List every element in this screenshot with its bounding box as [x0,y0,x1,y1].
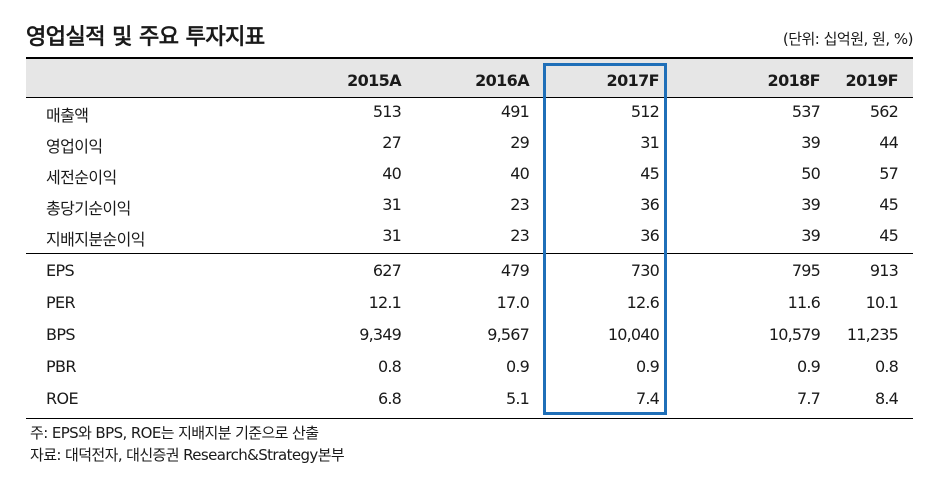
source-note: 자료: 대덕전자, 대신증권 Research&Strategy본부 [30,446,345,464]
table-cell: 913 [869,261,899,280]
table-cell: 45 [879,195,899,214]
table-row: 매출액 513 491 512 537 562 [26,98,913,129]
unit-label: (단위: 십억원, 원, %) [782,30,914,48]
table-cell: 36 [640,226,660,245]
table-cell: 513 [372,102,402,121]
table-cell: 39 [801,133,821,152]
table-cell: 50 [801,164,821,183]
table-row: 영업이익 27 29 31 39 44 [26,129,913,160]
table-cell: 795 [791,261,821,280]
table-cell: 39 [801,226,821,245]
table-header-rule [26,97,913,98]
table-row: EPS 627 479 730 795 913 [26,257,913,288]
table-cell: 5.1 [505,389,530,408]
table-cell: 9,567 [487,325,530,344]
table-cell: 0.8 [874,357,899,376]
table-section-rule [26,253,913,254]
table-cell: 12.1 [368,293,402,312]
table-row: BPS 9,349 9,567 10,040 10,579 11,235 [26,321,913,352]
table-cell: 0.9 [505,357,530,376]
table-cell: 10,040 [607,325,660,344]
table-cell: 0.9 [796,357,821,376]
column-header: 2016A [475,71,530,90]
table-cell: 40 [510,164,530,183]
table-cell: 31 [382,195,402,214]
table-cell: 6.8 [377,389,402,408]
table-cell: 10,579 [768,325,821,344]
table-cell: 44 [879,133,899,152]
row-label: 총당기순이익 [46,199,131,218]
table-cell: 537 [791,102,821,121]
table-cell: 491 [500,102,530,121]
table-cell: 11,235 [846,325,899,344]
table-cell: 39 [801,195,821,214]
table-cell: 9,349 [359,325,402,344]
table-cell: 512 [630,102,660,121]
column-header: 2018F [767,71,821,90]
table-row: 총당기순이익 31 23 36 39 45 [26,191,913,222]
table-cell: 23 [510,226,530,245]
table-cell: 27 [382,133,402,152]
row-label: PBR [46,357,77,376]
table-cell: 45 [879,226,899,245]
row-label: ROE [46,389,79,408]
highlight-column-box [543,63,667,415]
table-cell: 7.4 [635,389,660,408]
table-cell: 11.6 [787,293,821,312]
table-cell: 0.9 [635,357,660,376]
table-cell: 8.4 [874,389,899,408]
column-header: 2015A [347,71,402,90]
column-header: 2017F [606,71,660,90]
table-cell: 730 [630,261,660,280]
row-label: EPS [46,261,75,280]
table-cell: 17.0 [496,293,530,312]
table-cell: 31 [640,133,660,152]
table-cell: 7.7 [796,389,821,408]
table-cell: 31 [382,226,402,245]
row-label: 매출액 [46,106,89,125]
table-cell: 23 [510,195,530,214]
table-bottom-rule [26,418,913,419]
row-label: 지배지분순이익 [46,230,145,249]
table-row: PER 12.1 17.0 12.6 11.6 10.1 [26,289,913,320]
table-cell: 40 [382,164,402,183]
table-row: 세전순이익 40 40 45 50 57 [26,160,913,191]
table-row: ROE 6.8 5.1 7.4 7.7 8.4 [26,385,913,416]
table-header-band [26,59,913,97]
table-cell: 0.8 [377,357,402,376]
table-cell: 12.6 [626,293,660,312]
column-header: 2019F [845,71,899,90]
table-cell: 562 [869,102,899,121]
table-row: PBR 0.8 0.9 0.9 0.9 0.8 [26,353,913,384]
table-cell: 10.1 [865,293,899,312]
row-label: BPS [46,325,76,344]
page-title: 영업실적 및 주요 투자지표 [26,25,265,50]
table-cell: 45 [640,164,660,183]
row-label: 세전순이익 [46,168,117,187]
table-cell: 29 [510,133,530,152]
table-top-rule [26,57,913,59]
row-label: 영업이익 [46,137,103,156]
footnote: 주: EPS와 BPS, ROE는 지배지분 기준으로 산출 [30,424,319,442]
table-row: 지배지분순이익 31 23 36 39 45 [26,222,913,253]
table-cell: 36 [640,195,660,214]
table-cell: 479 [500,261,530,280]
table-cell: 627 [372,261,402,280]
table-cell: 57 [879,164,899,183]
row-label: PER [46,293,76,312]
table-header-row: 2015A 2016A 2017F 2018F 2019F [26,62,913,93]
